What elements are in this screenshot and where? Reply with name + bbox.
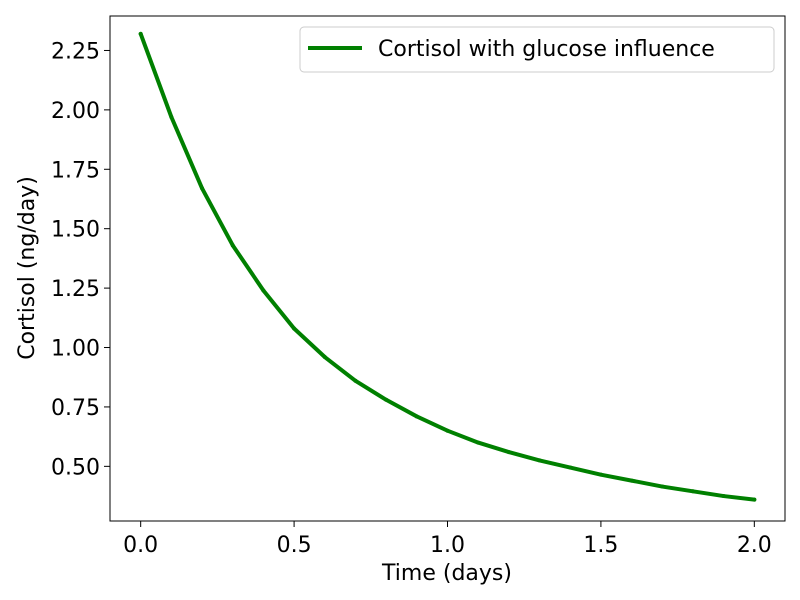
y-axis: 0.50 0.75 1.00 1.25 1.50 1.75 2.00 2.25 [51,39,110,480]
data-point [690,489,695,494]
y-tick-label: 1.75 [51,158,100,183]
data-point [752,497,757,502]
x-tick-label: 1.0 [430,533,465,558]
y-tick-label: 0.75 [51,396,100,421]
x-tick-label: 1.5 [583,533,618,558]
y-tick-label: 1.00 [51,337,100,362]
data-point [138,31,143,36]
data-point [537,458,542,463]
y-tick-label: 2.00 [51,99,100,124]
data-point [384,397,389,402]
data-point [445,428,450,433]
legend-label: Cortisol with glucose influence [378,37,715,62]
y-tick-label: 2.25 [51,39,100,64]
data-point [506,450,511,455]
legend-box [299,26,775,73]
legend: Cortisol with glucose influence [299,26,775,73]
x-tick-label: 0.5 [277,533,312,558]
data-point [598,472,603,477]
y-tick-label: 1.25 [51,277,100,302]
y-axis-label: Cortisol (ng/day) [15,176,40,360]
x-axis: 0.0 0.5 1.0 1.5 2.0 [123,521,772,558]
x-tick-label: 2.0 [737,533,772,558]
data-point [414,414,419,419]
y-tick-label: 1.50 [51,218,100,243]
data-point [230,243,235,248]
data-point [629,478,634,483]
data-point [568,465,573,470]
data-point [261,288,266,293]
data-point [476,440,481,445]
data-point [721,494,726,499]
data-point [200,186,205,191]
x-tick-label: 0.0 [123,533,158,558]
data-point [353,378,358,383]
data-point [169,115,174,119]
plot-background [110,16,785,521]
series-layer [138,31,757,502]
data-point [292,326,297,331]
data-point [322,355,327,360]
data-point [660,484,665,489]
x-axis-label: Time (days) [381,561,512,586]
y-tick-label: 0.50 [51,455,100,480]
